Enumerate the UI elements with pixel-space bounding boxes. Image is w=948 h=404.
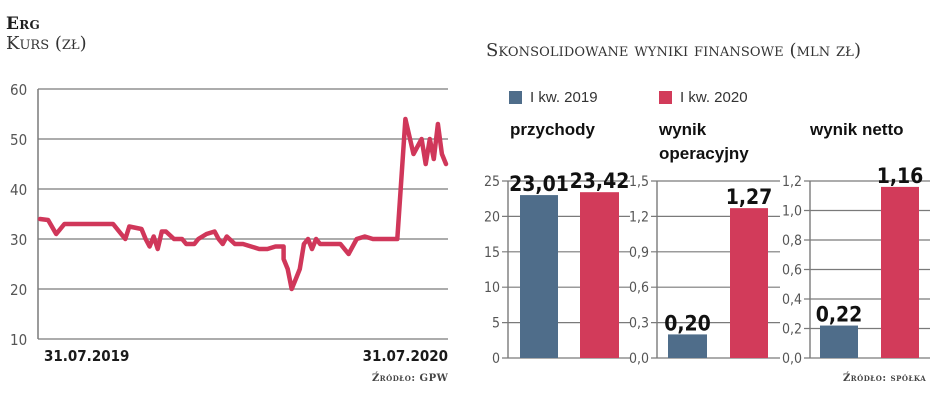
bar-value-label: 0,20: [664, 311, 711, 335]
panel-label-wynik-netto: wynik netto: [810, 120, 904, 139]
bar-i-kw-2019: [820, 325, 858, 358]
bar-i-kw-2020: [730, 208, 768, 358]
svg-text:0,2: 0,2: [782, 322, 802, 338]
bar-value-label: 23,01: [509, 172, 569, 196]
company-title: Erg: [6, 14, 41, 34]
x-tick-end: 31.07.2020: [363, 347, 448, 365]
bar-panel-1: 0,0 0,3 0,6 0,9 1,2 1,5 0,20 1,27: [629, 174, 780, 367]
svg-text:0,6: 0,6: [629, 280, 649, 296]
svg-text:15: 15: [484, 245, 500, 261]
svg-text:0,9: 0,9: [629, 245, 649, 261]
panel-label-line2: operacyjny: [659, 144, 749, 163]
panel-label-line1: wynik: [659, 120, 707, 139]
bar-i-kw-2019: [668, 334, 707, 358]
line-chart-grid: [37, 88, 448, 340]
svg-text:0,8: 0,8: [782, 233, 802, 249]
legend-label-2020: I kw. 2020: [680, 89, 748, 106]
legend-label-2019: I kw. 2019: [530, 89, 598, 106]
x-tick-start: 31.07.2019: [44, 347, 129, 365]
legend-item-2020: I kw. 2020: [659, 89, 748, 106]
svg-text:1,2: 1,2: [629, 209, 649, 225]
line-chart-y-axis: 10 20 30 40 50 60: [10, 81, 27, 349]
svg-text:25: 25: [484, 174, 500, 190]
svg-text:0,4: 0,4: [782, 292, 802, 308]
bar-panel-2: 0,0 0,2 0,4 0,6 0,8 1,0 1,2 0,22 1,16: [782, 164, 930, 367]
price-line: [37, 116, 449, 292]
source-spolka: Źródło: spółka: [843, 373, 927, 384]
svg-text:10: 10: [484, 280, 500, 296]
svg-text:1,0: 1,0: [782, 204, 802, 220]
panel-label-przychody: przychody: [510, 120, 596, 139]
bar-panel-0: 0 5 10 15 20 25 23,01 23,42: [484, 169, 630, 367]
legend-swatch-2019: [509, 91, 522, 104]
svg-text:40: 40: [10, 181, 27, 199]
svg-text:30: 30: [10, 231, 27, 249]
svg-text:60: 60: [10, 81, 27, 99]
bar-value-label: 0,22: [816, 303, 863, 327]
svg-text:20: 20: [10, 281, 27, 299]
bar-i-kw-2019: [520, 195, 558, 358]
svg-text:0,3: 0,3: [629, 316, 649, 332]
svg-text:5: 5: [492, 316, 500, 332]
svg-text:0,0: 0,0: [782, 351, 802, 367]
svg-text:0,6: 0,6: [782, 263, 802, 279]
svg-text:0: 0: [492, 351, 500, 367]
svg-text:0,0: 0,0: [629, 351, 649, 367]
price-chart-subtitle: Kurs (zł): [6, 33, 87, 54]
legend-swatch-2020: [659, 91, 672, 104]
source-gpw: Źródło: GPW: [372, 373, 449, 384]
bar-value-label: 1,27: [726, 185, 773, 209]
bar-i-kw-2020: [881, 186, 919, 358]
bar-i-kw-2020: [580, 192, 619, 358]
bar-value-label: 23,42: [570, 169, 630, 193]
price-line-chart: 10 20 30 40 50 60 31.07.2019 31.07.2020: [10, 81, 449, 365]
bar-value-label: 1,16: [877, 164, 924, 188]
panel-label-wynik-operacyjny: wynik operacyjny: [659, 118, 749, 166]
legend-item-2019: I kw. 2019: [509, 89, 598, 106]
svg-text:20: 20: [484, 209, 500, 225]
results-title: Skonsolidowane wyniki finansowe (mln zł): [486, 40, 862, 61]
svg-text:1,2: 1,2: [782, 174, 802, 190]
svg-text:1,5: 1,5: [629, 174, 649, 190]
svg-text:50: 50: [10, 131, 27, 149]
svg-text:10: 10: [10, 331, 27, 349]
